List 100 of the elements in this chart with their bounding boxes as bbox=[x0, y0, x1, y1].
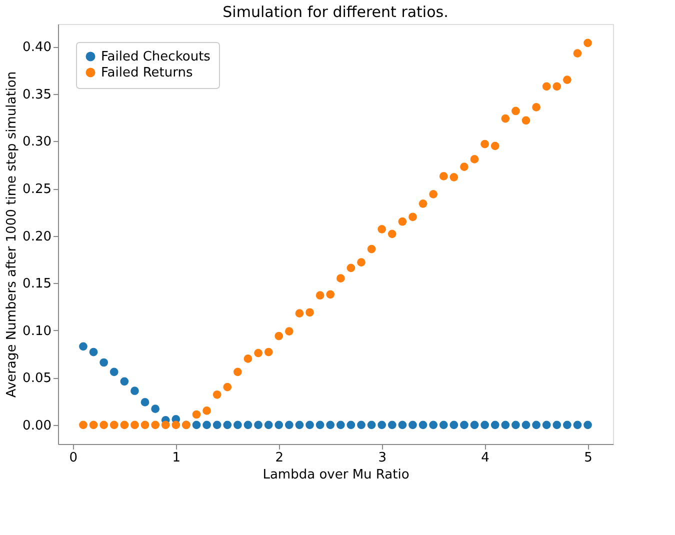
x-tick-label: 3 bbox=[378, 450, 386, 466]
point bbox=[295, 309, 304, 318]
legend-label: Failed Returns bbox=[101, 66, 193, 80]
point bbox=[542, 82, 551, 91]
point bbox=[326, 420, 335, 430]
point bbox=[470, 420, 479, 430]
x-tick-label: 1 bbox=[172, 450, 181, 466]
point bbox=[460, 420, 468, 430]
point bbox=[79, 342, 88, 351]
point bbox=[202, 420, 211, 430]
point bbox=[202, 406, 211, 415]
point bbox=[233, 420, 242, 430]
point bbox=[573, 49, 582, 58]
point bbox=[552, 82, 562, 91]
point bbox=[512, 420, 520, 430]
y-tick-label: 0.10 bbox=[22, 324, 52, 339]
point bbox=[326, 290, 335, 299]
point bbox=[378, 225, 386, 234]
point bbox=[316, 291, 324, 300]
point bbox=[130, 386, 139, 396]
point bbox=[110, 420, 118, 430]
point bbox=[79, 420, 88, 430]
point bbox=[439, 420, 448, 430]
point bbox=[573, 420, 582, 430]
point bbox=[306, 420, 314, 430]
point bbox=[346, 264, 356, 272]
point bbox=[450, 173, 458, 182]
point bbox=[480, 140, 489, 148]
point bbox=[522, 420, 530, 430]
point bbox=[398, 217, 407, 226]
y-tick-label: 0.30 bbox=[22, 134, 52, 150]
point bbox=[418, 420, 428, 430]
point bbox=[388, 420, 396, 430]
x-tick-label: 5 bbox=[584, 450, 592, 466]
point bbox=[233, 368, 242, 376]
point bbox=[450, 420, 458, 430]
point bbox=[120, 377, 129, 386]
point bbox=[378, 420, 386, 430]
point bbox=[192, 420, 201, 430]
point bbox=[439, 172, 448, 180]
point bbox=[470, 155, 479, 164]
y-tick-label: 0.05 bbox=[22, 371, 52, 386]
y-tick-label: 0.15 bbox=[22, 276, 52, 292]
point bbox=[244, 420, 252, 430]
point bbox=[274, 420, 284, 430]
point bbox=[584, 38, 592, 48]
point bbox=[151, 404, 160, 413]
point bbox=[408, 420, 417, 430]
point bbox=[522, 116, 530, 125]
point bbox=[490, 420, 500, 430]
point bbox=[130, 420, 139, 430]
point bbox=[110, 368, 118, 376]
point bbox=[357, 420, 366, 430]
chart-title: Simulation for different ratios. bbox=[222, 3, 448, 21]
point bbox=[584, 420, 592, 430]
point bbox=[264, 348, 273, 356]
point bbox=[316, 420, 324, 430]
point bbox=[336, 274, 345, 283]
point bbox=[388, 230, 396, 238]
point bbox=[367, 420, 376, 430]
point bbox=[140, 398, 150, 406]
x-axis-title: Lambda over Mu Ratio bbox=[262, 468, 410, 482]
point bbox=[212, 390, 222, 399]
x-tick-label: 0 bbox=[69, 450, 78, 466]
point bbox=[429, 190, 438, 198]
y-tick-label: 0.40 bbox=[22, 40, 52, 56]
point bbox=[532, 103, 540, 112]
point bbox=[480, 420, 489, 430]
point bbox=[346, 420, 356, 430]
point bbox=[542, 420, 551, 430]
point bbox=[264, 420, 273, 430]
point bbox=[89, 420, 98, 430]
point bbox=[532, 420, 540, 430]
point bbox=[274, 332, 284, 340]
point bbox=[398, 420, 407, 430]
point bbox=[192, 410, 201, 419]
point bbox=[140, 420, 150, 430]
point bbox=[212, 420, 222, 430]
point bbox=[89, 348, 98, 356]
point bbox=[161, 420, 170, 430]
point bbox=[336, 420, 345, 430]
x-tick-label: 2 bbox=[275, 450, 284, 466]
point bbox=[460, 162, 468, 171]
y-axis-title: Average Numbers after 1000 time step simulation bbox=[4, 71, 20, 398]
y-tick-label: 0.20 bbox=[22, 229, 52, 244]
point bbox=[295, 420, 304, 430]
point bbox=[151, 420, 160, 430]
point bbox=[418, 199, 428, 208]
point bbox=[120, 420, 129, 430]
point bbox=[100, 358, 108, 367]
point bbox=[501, 420, 510, 430]
point bbox=[100, 420, 108, 430]
point bbox=[254, 348, 262, 358]
legend-label: Failed Checkouts bbox=[101, 50, 211, 64]
point bbox=[501, 114, 510, 123]
point bbox=[408, 212, 417, 222]
point bbox=[562, 76, 572, 84]
point bbox=[552, 420, 562, 430]
point bbox=[223, 420, 232, 430]
point bbox=[244, 354, 252, 363]
